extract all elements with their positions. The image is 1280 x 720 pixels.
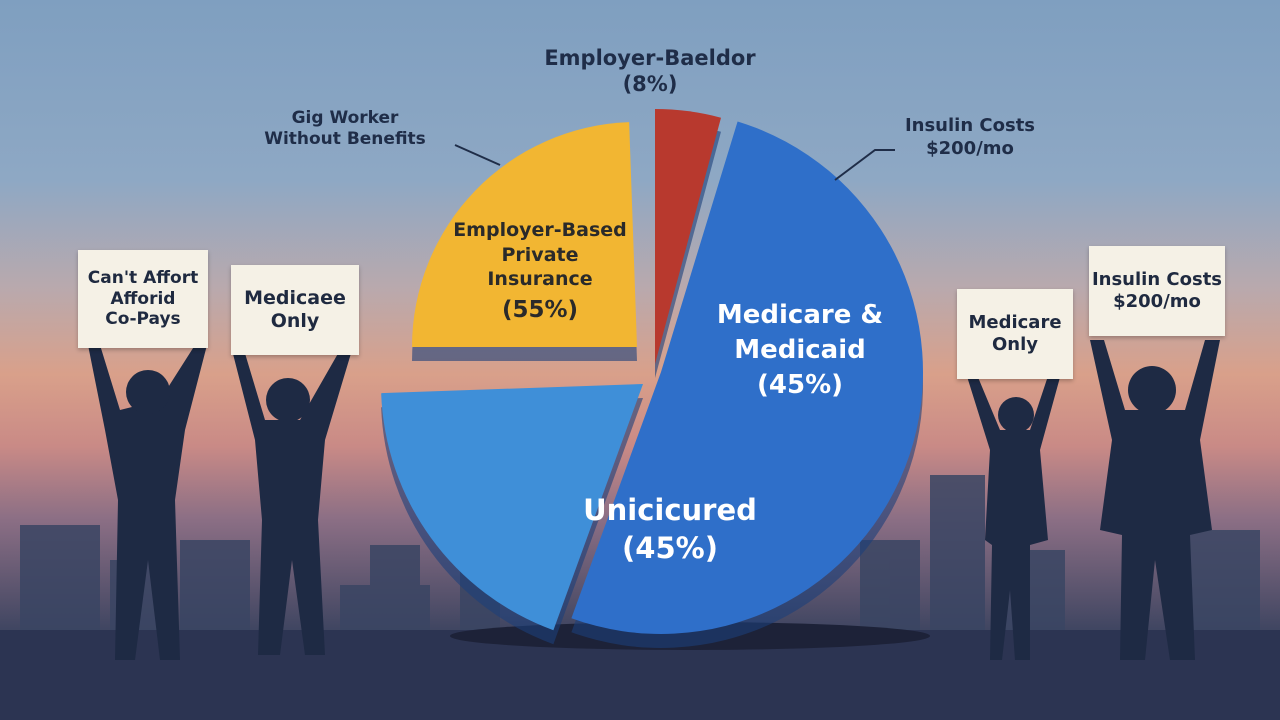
- protester-3: [965, 370, 1062, 660]
- yellow-slice-label: Employer-Based Private Insurance (55%): [440, 218, 640, 326]
- pie-slice-yellow: [412, 122, 637, 348]
- protest-sign-3: Medicare Only: [957, 289, 1073, 379]
- light-pct: (45%): [622, 530, 718, 565]
- protesters: [88, 340, 1220, 660]
- insulin-line-1: Insulin Costs: [904, 115, 1036, 136]
- sign-1-line-2: Afforid: [110, 288, 176, 309]
- sign-3-line-2: Only: [991, 334, 1038, 355]
- protester-2: [232, 350, 352, 655]
- insulin-annotation: Insulin Costs $200/mo: [890, 115, 1050, 160]
- protester-1-head: [126, 370, 170, 414]
- protester-4-head: [1128, 366, 1176, 414]
- blue-slice-label: Medicare & Medicaid (45%): [690, 298, 910, 403]
- protest-sign-4: Insulin Costs $200/mo: [1089, 246, 1225, 336]
- yellow-line-1: Employer-Based: [453, 219, 627, 241]
- protester-4: [1090, 340, 1220, 660]
- blue-line-2: Medicaid: [734, 335, 866, 366]
- sign-4-line-2: $200/mo: [1113, 291, 1201, 312]
- protest-sign-2: Medicaee Only: [231, 265, 359, 355]
- gig-worker-annotation: Gig Worker Without Benefits: [245, 108, 445, 151]
- pie-slice-blue: [571, 121, 923, 635]
- top-slice-label: Employer-Baeldor (8%): [530, 45, 770, 98]
- protester-2-head: [266, 378, 310, 422]
- sign-2-line-2: Only: [270, 310, 320, 332]
- leader-lines: [454, 144, 895, 181]
- blue-line-1: Medicare &: [716, 300, 884, 330]
- pie-slice-red: [655, 109, 721, 364]
- protester-3-head: [998, 397, 1034, 433]
- sign-1-line-1: Can't Affort: [87, 268, 199, 289]
- pie-slice-light-blue: [381, 384, 643, 631]
- protester-1: [88, 345, 207, 660]
- yellow-pct: (55%): [501, 297, 579, 324]
- sign-3-line-1: Medicare: [968, 312, 1062, 334]
- sign-2-line-1: Medicaee: [244, 287, 346, 310]
- protest-sign-1: Can't Affort Afforid Co-Pays: [78, 250, 208, 348]
- light-line-1: Unicicured: [583, 493, 757, 527]
- pie-chart: [381, 109, 923, 649]
- yellow-line-2: Private: [501, 243, 579, 266]
- light-slice-label: Unicicured (45%): [560, 492, 780, 567]
- yellow-line-3: Insurance: [487, 268, 593, 291]
- sign-1-line-3: Co-Pays: [105, 309, 181, 330]
- insulin-line-2: $200/mo: [926, 137, 1014, 159]
- top-slice-name: Employer-Baeldor: [544, 46, 756, 70]
- blue-pct: (45%): [757, 370, 843, 401]
- gig-line-1: Gig Worker: [291, 108, 399, 128]
- sign-4-line-1: Insulin Costs: [1091, 269, 1223, 291]
- top-slice-pct: (8%): [622, 72, 678, 97]
- gig-line-2: Without Benefits: [264, 129, 426, 150]
